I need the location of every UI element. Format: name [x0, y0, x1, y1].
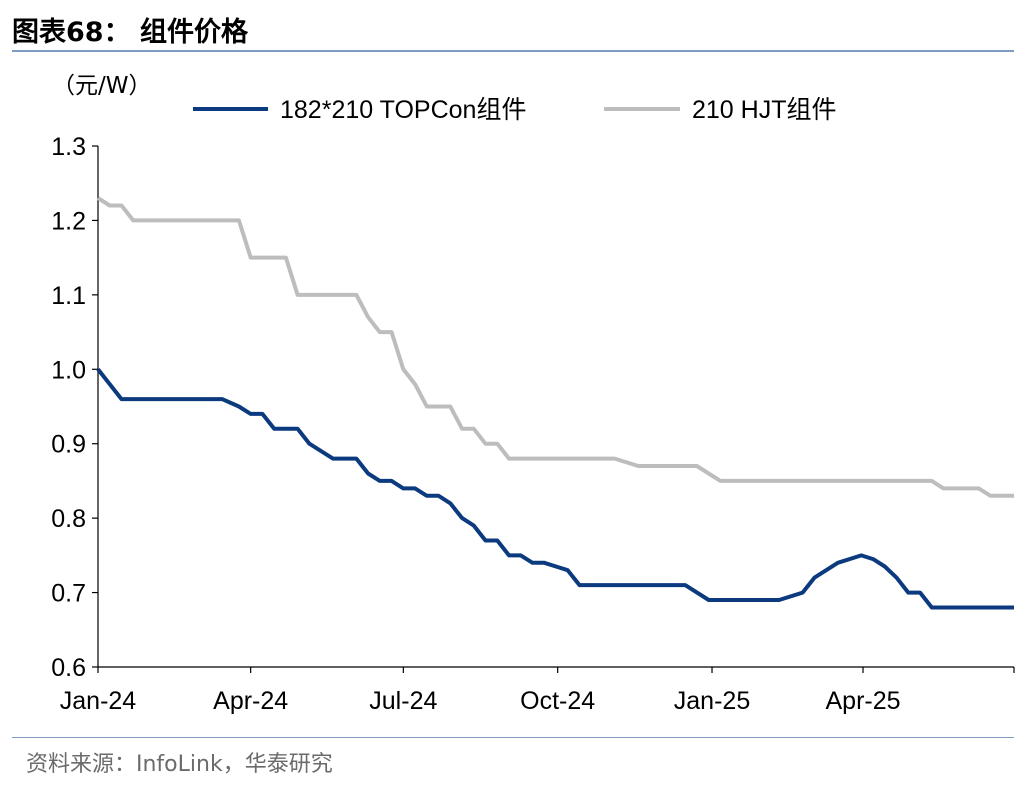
source-divider	[12, 737, 1014, 738]
y-tick-label: 1.0	[51, 356, 86, 384]
axes: 0.6 0.7 0.8 0.9 1.0 1.1 1.2 1.3 Jan-24 Apr-24 Jul-…	[51, 73, 1015, 715]
x-tick-label: Jan-25	[674, 687, 750, 715]
x-tick-label: Jul-24	[369, 687, 437, 715]
figure-title: 图表68： 组件价格	[12, 17, 248, 48]
legend-label-topcon: 182*210 TOPCon组件	[280, 96, 526, 124]
y-tick-label: 0.7	[51, 580, 86, 608]
series-line-hjt	[96, 196, 1014, 498]
x-tick-label: Jan-24	[60, 687, 137, 715]
x-tick-label: Apr-25	[825, 687, 900, 715]
legend-label-hjt: 210 HJT组件	[692, 96, 836, 124]
legend: 182*210 TOPCon组件 210 HJT组件	[193, 96, 836, 124]
y-tick-label: 0.9	[51, 431, 86, 459]
y-tick-label: 1.1	[51, 282, 86, 310]
y-tick-label: 0.8	[51, 505, 86, 533]
source-note: 资料来源：InfoLink，华泰研究	[26, 752, 333, 777]
x-tick-label: Apr-24	[213, 687, 288, 715]
y-axis-unit-label: （元/W）	[52, 73, 152, 99]
y-tick-label: 1.3	[51, 133, 86, 161]
x-tick-label: Oct-24	[520, 687, 595, 715]
y-tick-label: 0.6	[51, 654, 86, 682]
title-divider	[12, 50, 1014, 52]
series-line-topcon	[96, 368, 1014, 610]
y-tick-label: 1.2	[51, 207, 86, 235]
series-lines	[96, 196, 1014, 610]
